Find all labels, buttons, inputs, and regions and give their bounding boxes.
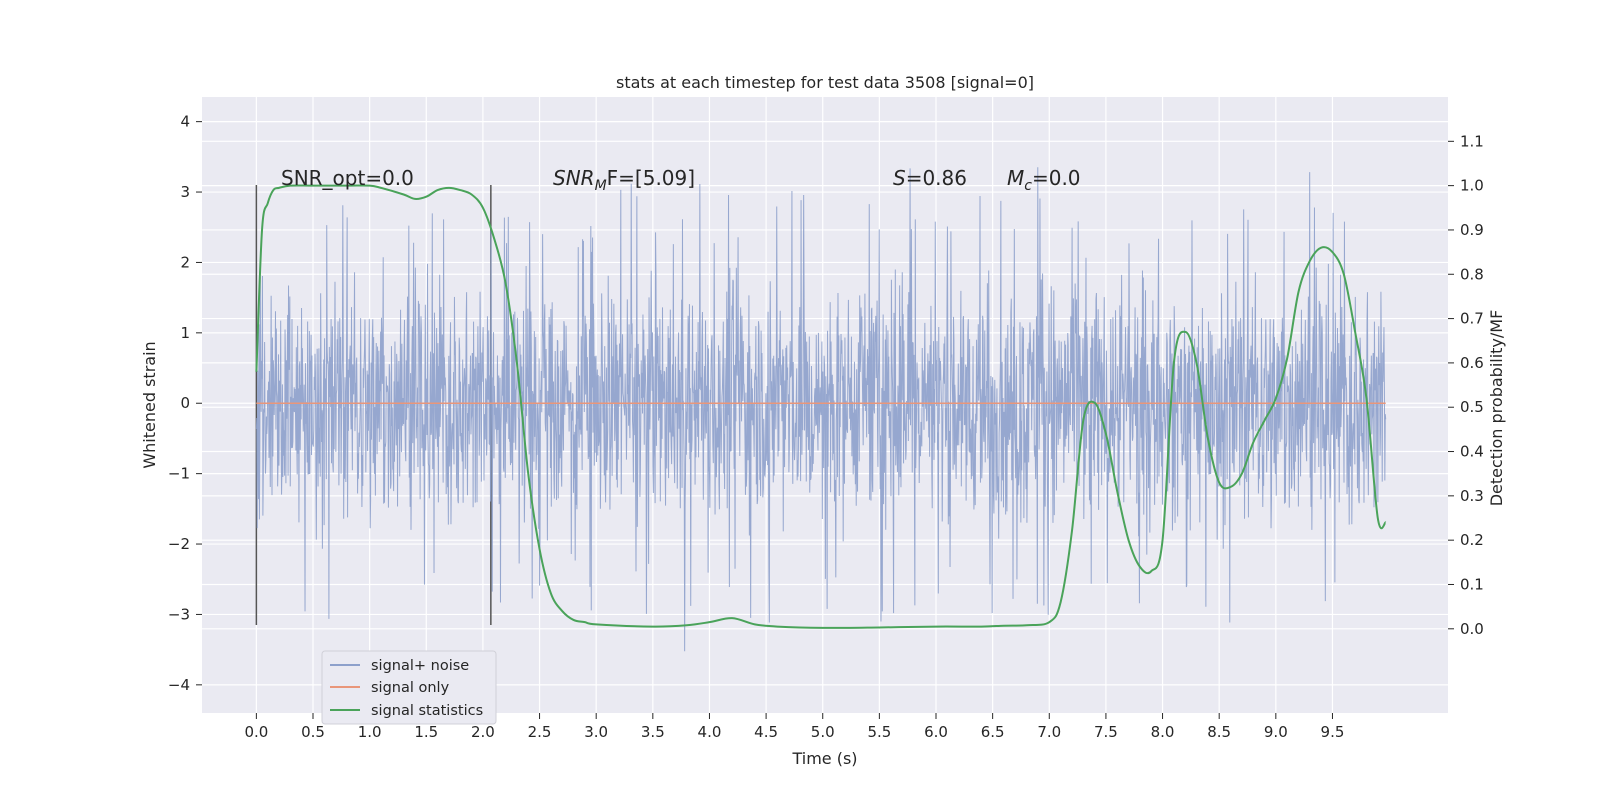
signal-noise-line (255, 167, 1387, 652)
x-tick-label: 9.0 (1264, 723, 1288, 741)
annotation-mc-sub: c (1024, 178, 1032, 194)
x-tick-label: 1.0 (358, 723, 382, 741)
y2-tick-label: 1.1 (1460, 132, 1484, 150)
y-tick-label: −4 (168, 676, 190, 694)
signal-statistics-series (255, 184, 1387, 629)
legend-box (321, 650, 497, 725)
x-tick-label: 9.5 (1321, 723, 1345, 741)
annotation-s: S=0.86 (893, 166, 967, 190)
x-tick-label: 5.5 (867, 723, 891, 741)
y-tick-label: 0 (180, 394, 190, 412)
legend-label-signal-noise: signal+ noise (371, 658, 469, 674)
y-tick-label: −2 (168, 535, 190, 553)
y2-tick-label: 0.9 (1460, 221, 1484, 239)
y2-tick-label: 0.2 (1460, 531, 1484, 549)
annotation-snr-opt: SNR_opt=0.0 (281, 166, 414, 190)
y-tick-label: 4 (180, 113, 190, 131)
x-tick-label: 4.5 (754, 723, 778, 741)
y-tick-label: −1 (168, 465, 190, 483)
annotation-snr-mf: SNRMF=[5.09] (553, 166, 695, 194)
x-tick-label: 8.5 (1207, 723, 1231, 741)
x-tick-label: 3.5 (641, 723, 665, 741)
chart-title: stats at each timestep for test data 350… (616, 73, 1034, 92)
annotation-s-symbol: S (893, 166, 906, 190)
x-tick-label: 5.0 (811, 723, 835, 741)
y-tick-label: 2 (180, 253, 190, 271)
x-tick-label: 3.0 (584, 723, 608, 741)
x-tick-label: 8.0 (1151, 723, 1175, 741)
x-tick-label: 6.5 (981, 723, 1005, 741)
x-axis-ticks: 0.0 0.5 1.0 1.5 2.0 2.5 3.0 3.5 4.0 4.5 5.0 5.5 6.0 6… (244, 713, 1344, 741)
annotation-mc-value: =0.0 (1032, 166, 1081, 190)
y-axis-left-ticks: 4 3 2 1 0 −1 −2 −3 −4 (168, 113, 202, 694)
annotation-mc: Mc=0.0 (1007, 166, 1081, 194)
y2-tick-label: 0.8 (1460, 265, 1484, 283)
x-tick-label: 7.5 (1094, 723, 1118, 741)
x-tick-label: 0.5 (301, 723, 325, 741)
annotation-mc-symbol: M (1007, 166, 1024, 190)
annotation-s-value: =0.86 (906, 166, 967, 190)
annotation-snr-mf-sub: M (595, 178, 607, 194)
x-tick-label: 0.0 (244, 723, 268, 741)
legend-label-signal-statistics: signal statistics (371, 703, 483, 719)
x-tick-label: 6.0 (924, 723, 948, 741)
y2-tick-label: 0.7 (1460, 310, 1484, 328)
y2-tick-label: 0.4 (1460, 443, 1484, 461)
x-tick-label: 2.5 (528, 723, 552, 741)
y-axis-label: Whitened strain (140, 341, 159, 468)
x-axis-label: Time (s) (791, 749, 857, 768)
signal-statistics-line (255, 184, 1387, 629)
y-tick-label: 3 (180, 183, 190, 201)
y2-tick-label: 1.0 (1460, 177, 1484, 195)
y-tick-label: −3 (168, 605, 190, 623)
y2-tick-label: 0.0 (1460, 620, 1484, 638)
x-tick-label: 2.0 (471, 723, 495, 741)
x-tick-label: 7.0 (1037, 723, 1061, 741)
y2-tick-label: 0.1 (1460, 575, 1484, 593)
legend-label-signal-only: signal only (371, 680, 450, 696)
y2-tick-label: 0.6 (1460, 354, 1484, 372)
x-tick-label: 1.5 (414, 723, 438, 741)
y2-tick-label: 0.5 (1460, 398, 1484, 416)
legend: signal+ noise signal only signal statist… (321, 650, 497, 725)
y-axis-right-ticks: 0.0 0.1 0.2 0.3 0.4 0.5 0.6 0.7 0.8 0.9 1.0 1.1 (1448, 132, 1484, 638)
annotation-snr-mf-value: F=[5.09] (607, 166, 695, 190)
y2-tick-label: 0.3 (1460, 487, 1484, 505)
x-tick-label: 4.0 (698, 723, 722, 741)
annotation-snr-mf-symbol: SNR (553, 166, 595, 190)
y-tick-label: 1 (180, 324, 190, 342)
signal-noise-series (255, 167, 1387, 652)
y2-axis-label: Detection probability/MF (1487, 310, 1506, 507)
